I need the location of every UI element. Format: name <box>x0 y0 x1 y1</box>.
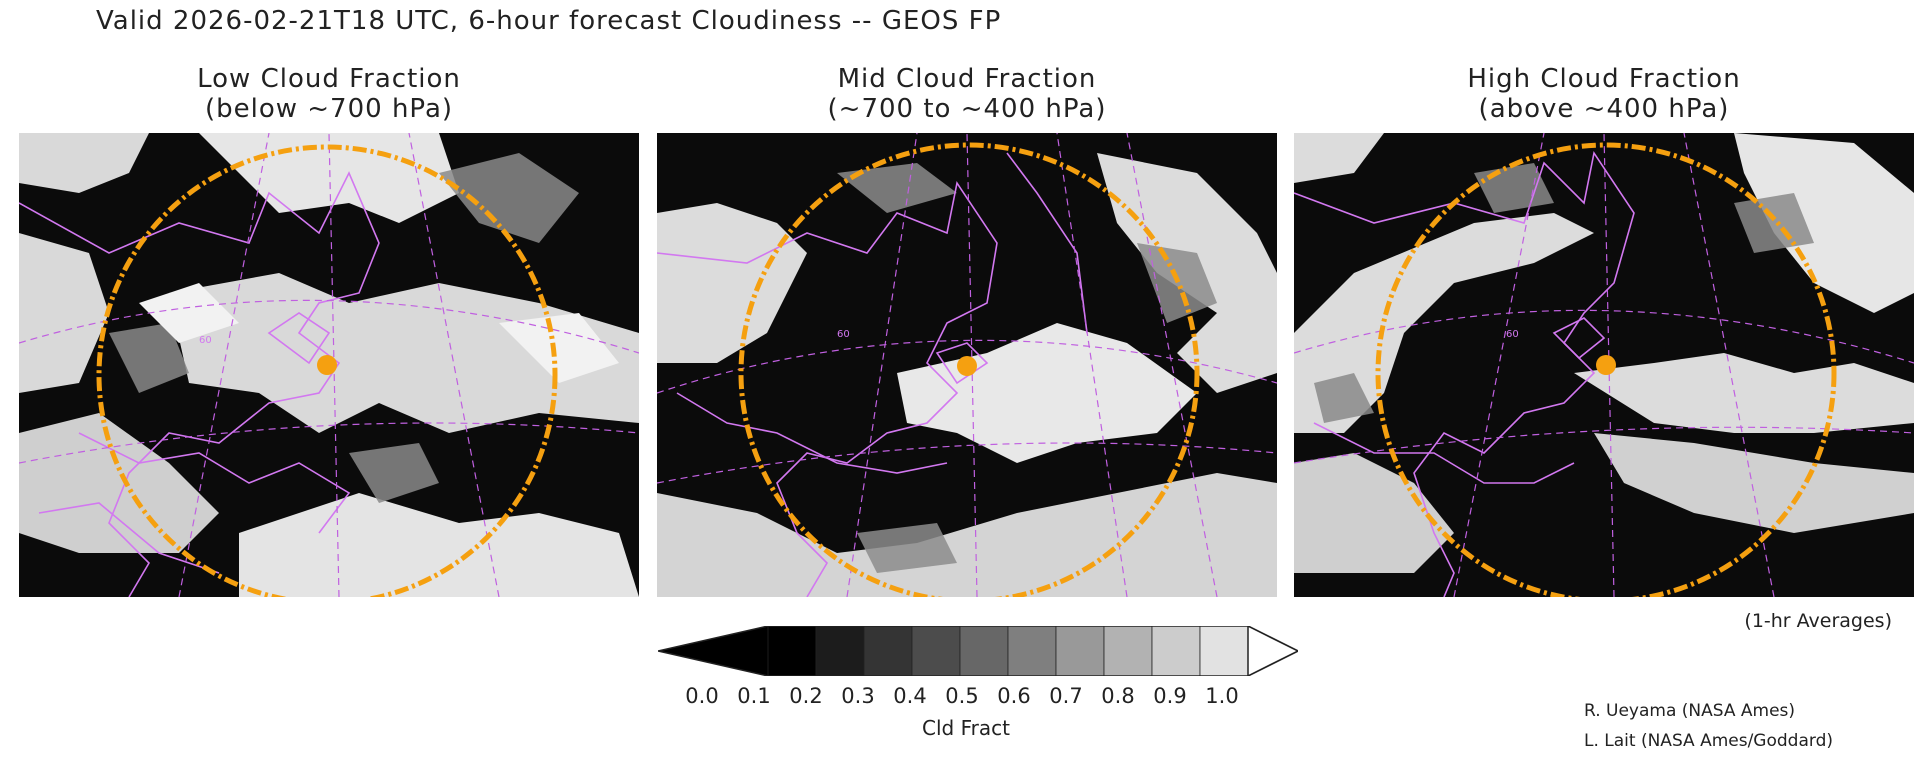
credit-line: R. Ueyama (NASA Ames) <box>1584 701 1796 721</box>
colorbar-under-arrow <box>658 626 768 676</box>
colorbar-tick: 0.8 <box>1101 684 1135 708</box>
colorbar-tick: 0.3 <box>841 684 875 708</box>
colorbar-cell <box>815 626 865 676</box>
colorbar-tick: 0.7 <box>1049 684 1083 708</box>
colorbar <box>658 626 1298 676</box>
map-panel-low[interactable]: 60 <box>19 133 639 597</box>
lat-label-high: 60 <box>1506 329 1519 340</box>
credit-line: L. Lait (NASA Ames/Goddard) <box>1584 731 1833 751</box>
colorbar-tick: 0.2 <box>789 684 823 708</box>
cloud-map-low: 60 <box>19 133 639 597</box>
colorbar-title: Cld Fract <box>922 716 1010 740</box>
panel-title-low-line2: (below ~700 hPa) <box>204 94 454 124</box>
colorbar-tick: 0.6 <box>997 684 1031 708</box>
colorbar-tick: 0.1 <box>737 684 771 708</box>
panel-title-mid-line2: (~700 to ~400 hPa) <box>827 94 1107 124</box>
colorbar-tick: 1.0 <box>1205 684 1239 708</box>
credits: R. Ueyama (NASA Ames) L. Lait (NASA Ames… <box>1584 696 1833 756</box>
panel-title-high-line2: (above ~400 hPa) <box>1478 94 1730 124</box>
colorbar-cell <box>767 626 817 676</box>
colorbar-cell <box>863 626 913 676</box>
averages-note: (1-hr Averages) <box>1744 610 1892 632</box>
colorbar-over-arrow <box>1247 626 1298 676</box>
panel-title-high-line1: High Cloud Fraction <box>1467 64 1741 94</box>
colorbar-cell <box>911 626 961 676</box>
map-panel-high[interactable]: 60 <box>1294 133 1914 597</box>
colorbar-cell <box>1199 626 1249 676</box>
map-panel-mid[interactable]: 60 <box>657 133 1277 597</box>
panel-title-mid-line1: Mid Cloud Fraction <box>837 64 1097 94</box>
colorbar-cell <box>1151 626 1201 676</box>
figure-title: Valid 2026-02-21T18 UTC, 6-hour forecast… <box>96 6 1002 36</box>
panel-title-mid: Mid Cloud Fraction (~700 to ~400 hPa) <box>657 64 1277 124</box>
colorbar-cell <box>959 626 1009 676</box>
lat-label-mid: 60 <box>837 329 850 340</box>
panel-title-low-line1: Low Cloud Fraction <box>197 64 461 94</box>
colorbar-cell <box>1103 626 1153 676</box>
cloud-map-mid: 60 <box>657 133 1277 597</box>
colorbar-tick: 0.5 <box>945 684 979 708</box>
colorbar-tick: 0.0 <box>685 684 719 708</box>
cloud-map-high: 60 <box>1294 133 1914 597</box>
colorbar-cell <box>1055 626 1105 676</box>
panel-title-low: Low Cloud Fraction (below ~700 hPa) <box>19 64 639 124</box>
colorbar-tick: 0.4 <box>893 684 927 708</box>
panel-title-high: High Cloud Fraction (above ~400 hPa) <box>1294 64 1914 124</box>
colorbar-tick: 0.9 <box>1153 684 1187 708</box>
colorbar-cell <box>1007 626 1057 676</box>
lat-label-low: 60 <box>199 335 212 346</box>
